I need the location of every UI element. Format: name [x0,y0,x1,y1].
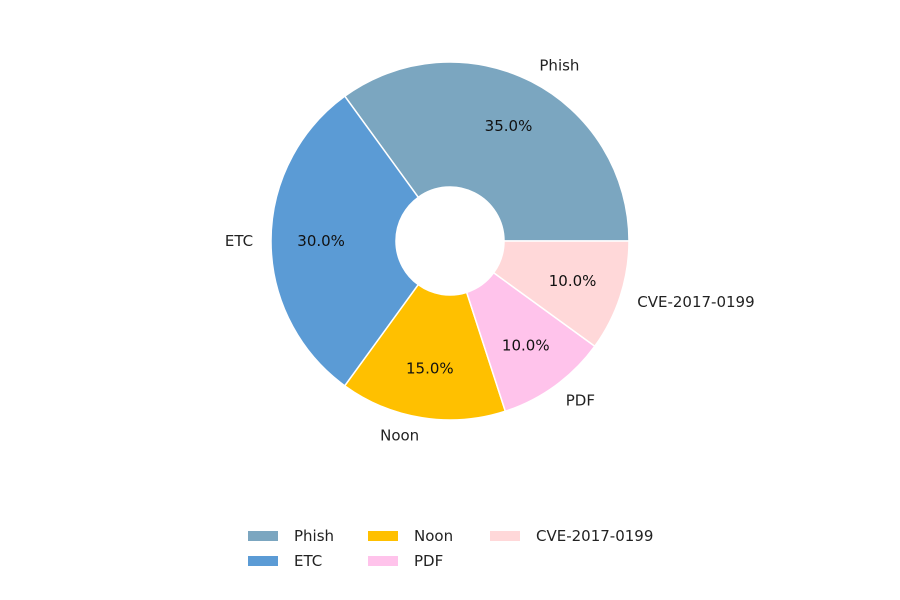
legend: Phish ETC Noon PDF CVE-2017-0199 [248,527,653,570]
slice-label-pdf: PDF [566,391,595,409]
legend-label-phish: Phish [294,527,334,545]
pie-slice-etc [270,95,420,387]
percent-label-phish: 35.0% [485,117,533,135]
pie-slice-noon [343,283,507,421]
legend-label-pdf: PDF [414,552,443,570]
slice-label-cve-2017-0199: CVE-2017-0199 [637,293,754,311]
percent-label-noon: 15.0% [406,359,454,377]
pie-slice-phish [343,61,630,242]
legend-label-noon: Noon [414,527,453,545]
legend-swatch-etc [248,556,278,566]
slice-label-noon: Noon [380,426,419,444]
slice-labels: Phish ETC Noon PDF CVE-2017-0199 [225,57,755,445]
legend-item-pdf: PDF [368,552,443,570]
pie-slices [270,61,630,421]
legend-label-etc: ETC [294,552,322,570]
percent-labels: 35.0% 30.0% 15.0% 10.0% 10.0% [297,117,596,377]
legend-item-etc: ETC [248,552,322,570]
slice-label-etc: ETC [225,232,253,250]
legend-item-cve-2017-0199: CVE-2017-0199 [490,527,653,545]
legend-item-phish: Phish [248,527,334,545]
legend-swatch-noon [368,531,398,541]
percent-label-pdf: 10.0% [502,336,550,354]
pie-slice-pdf [465,271,596,413]
legend-swatch-pdf [368,556,398,566]
slice-label-phish: Phish [539,57,579,75]
legend-label-cve-2017-0199: CVE-2017-0199 [536,527,653,545]
legend-swatch-cve-2017-0199 [490,531,520,541]
percent-label-cve-2017-0199: 10.0% [549,272,597,290]
legend-swatch-phish [248,531,278,541]
legend-item-noon: Noon [368,527,453,545]
percent-label-etc: 30.0% [297,232,345,250]
pie-slice-cve-2017-0199 [492,240,630,348]
